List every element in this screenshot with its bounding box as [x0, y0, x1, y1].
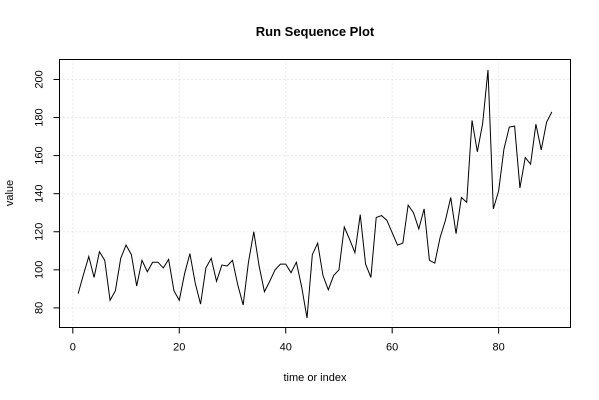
y-tick-label-5: 180 [34, 108, 46, 126]
x-tick-label-1: 20 [173, 342, 185, 354]
x-axis: 0 20 40 60 80 [70, 327, 505, 354]
x-tick-label-4: 80 [493, 342, 505, 354]
y-tick-label-4: 160 [34, 146, 46, 164]
x-tick-label-2: 40 [280, 342, 292, 354]
series-line-0 [77, 69, 553, 319]
y-axis-label: value [4, 180, 16, 206]
y-tick-label-3: 140 [34, 185, 46, 203]
y-axis: 80 100 120 140 160 180 200 [34, 70, 60, 314]
x-tick-label-0: 0 [70, 342, 76, 354]
x-tick-label-3: 60 [386, 342, 398, 354]
x-axis-label: time or index [284, 372, 347, 384]
chart-title: Run Sequence Plot [256, 24, 375, 39]
grid [59, 59, 571, 328]
series-layer [77, 69, 553, 319]
y-tick-label-0: 80 [34, 302, 46, 314]
y-tick-label-1: 100 [34, 261, 46, 279]
y-tick-label-6: 200 [34, 70, 46, 88]
y-tick-label-2: 120 [34, 223, 46, 241]
